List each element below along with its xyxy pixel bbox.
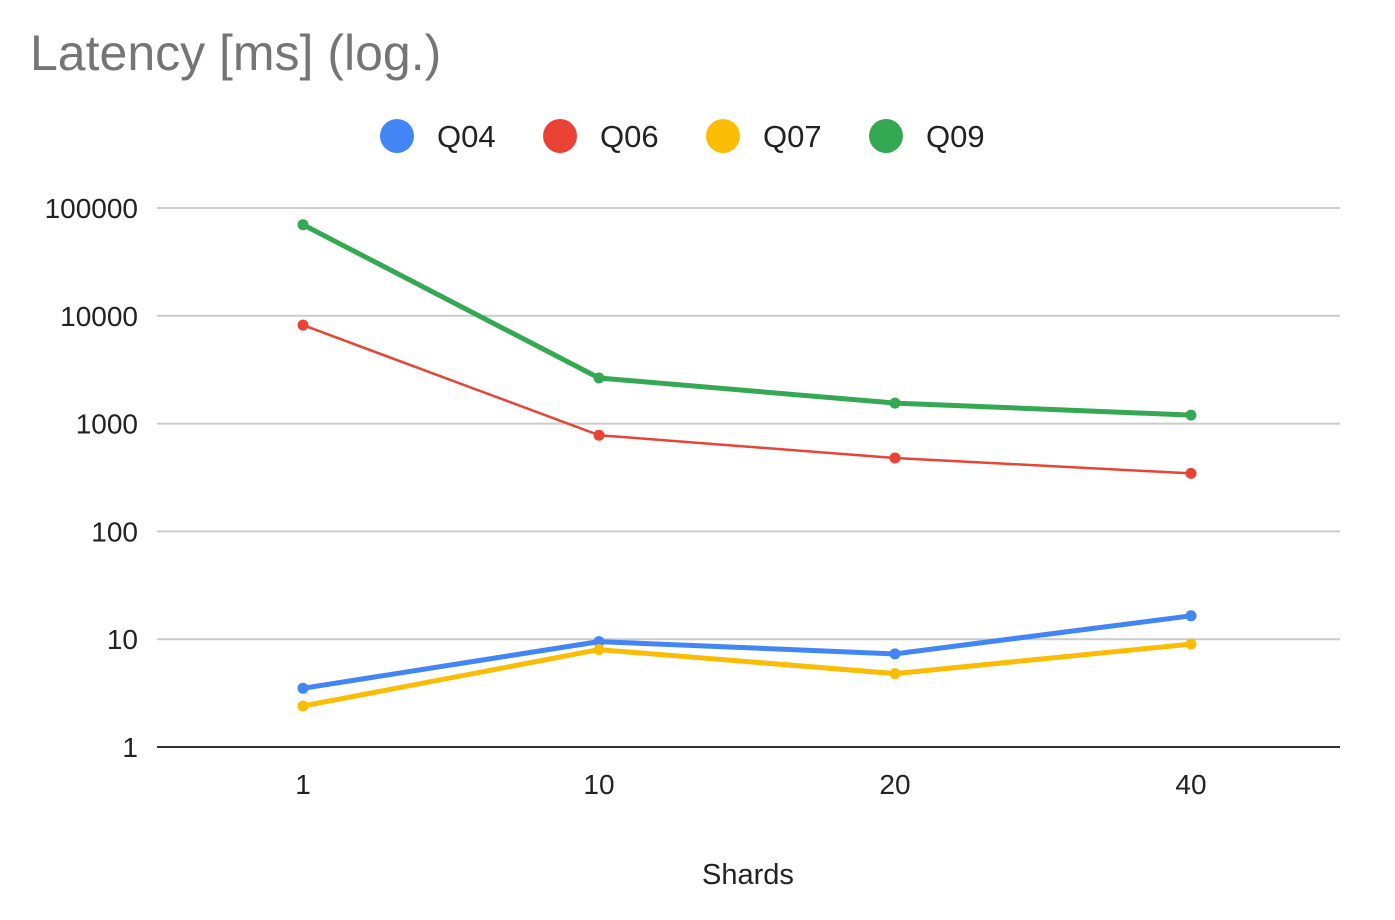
data-point xyxy=(1185,610,1197,622)
y-tick-label: 10 xyxy=(107,624,138,655)
legend-label: Q09 xyxy=(926,119,985,154)
x-tick-label: 10 xyxy=(583,769,614,800)
legend-label: Q07 xyxy=(763,119,822,154)
legend-item-q04: Q04 xyxy=(380,119,496,154)
data-point xyxy=(593,636,605,648)
data-point xyxy=(297,219,309,231)
legend-marker xyxy=(869,119,903,153)
legend-marker xyxy=(706,119,740,153)
y-tick-label: 1 xyxy=(122,732,138,763)
chart-title: Latency [ms] (log.) xyxy=(30,25,441,81)
data-point xyxy=(889,452,901,464)
x-tick-label: 40 xyxy=(1175,769,1206,800)
data-point xyxy=(593,372,605,384)
x-tick-label: 1 xyxy=(295,769,311,800)
legend-marker xyxy=(380,119,414,153)
series-line xyxy=(300,641,1194,709)
x-axis-title: Shards xyxy=(702,859,794,891)
series-q09 xyxy=(297,219,1197,421)
y-tick-label: 100000 xyxy=(45,193,138,224)
legend-item-q06: Q06 xyxy=(543,119,659,154)
data-point xyxy=(889,668,901,680)
legend-item-q07: Q07 xyxy=(706,119,822,154)
series-q06 xyxy=(297,319,1197,479)
legend-label: Q04 xyxy=(437,119,496,154)
y-axis-ticks: 100000 10000 1000 100 10 1 xyxy=(45,193,138,763)
data-point xyxy=(889,397,901,409)
data-point xyxy=(593,644,605,656)
chart-legend: Q04 Q06 Q07 Q09 xyxy=(380,119,985,154)
data-point xyxy=(297,319,309,331)
series-line xyxy=(301,323,1193,475)
gridlines xyxy=(157,207,1340,748)
y-tick-label: 1000 xyxy=(76,409,138,440)
series-q04 xyxy=(297,610,1197,694)
legend-marker xyxy=(543,119,577,153)
data-point xyxy=(297,700,309,712)
data-point xyxy=(1185,467,1197,479)
y-tick-label: 100 xyxy=(91,516,138,547)
data-point xyxy=(889,648,901,660)
data-point xyxy=(593,429,605,441)
x-tick-label: 20 xyxy=(879,769,910,800)
x-axis-ticks: 1 10 20 40 xyxy=(295,769,1206,800)
legend-item-q09: Q09 xyxy=(869,119,985,154)
legend-label: Q06 xyxy=(600,119,659,154)
series-q07 xyxy=(297,638,1197,712)
series-line xyxy=(300,613,1194,691)
series-line xyxy=(300,222,1194,418)
data-point xyxy=(297,682,309,694)
data-point xyxy=(1185,409,1197,421)
series-lines xyxy=(297,219,1197,712)
y-tick-label: 10000 xyxy=(60,301,138,332)
data-point xyxy=(1185,638,1197,650)
